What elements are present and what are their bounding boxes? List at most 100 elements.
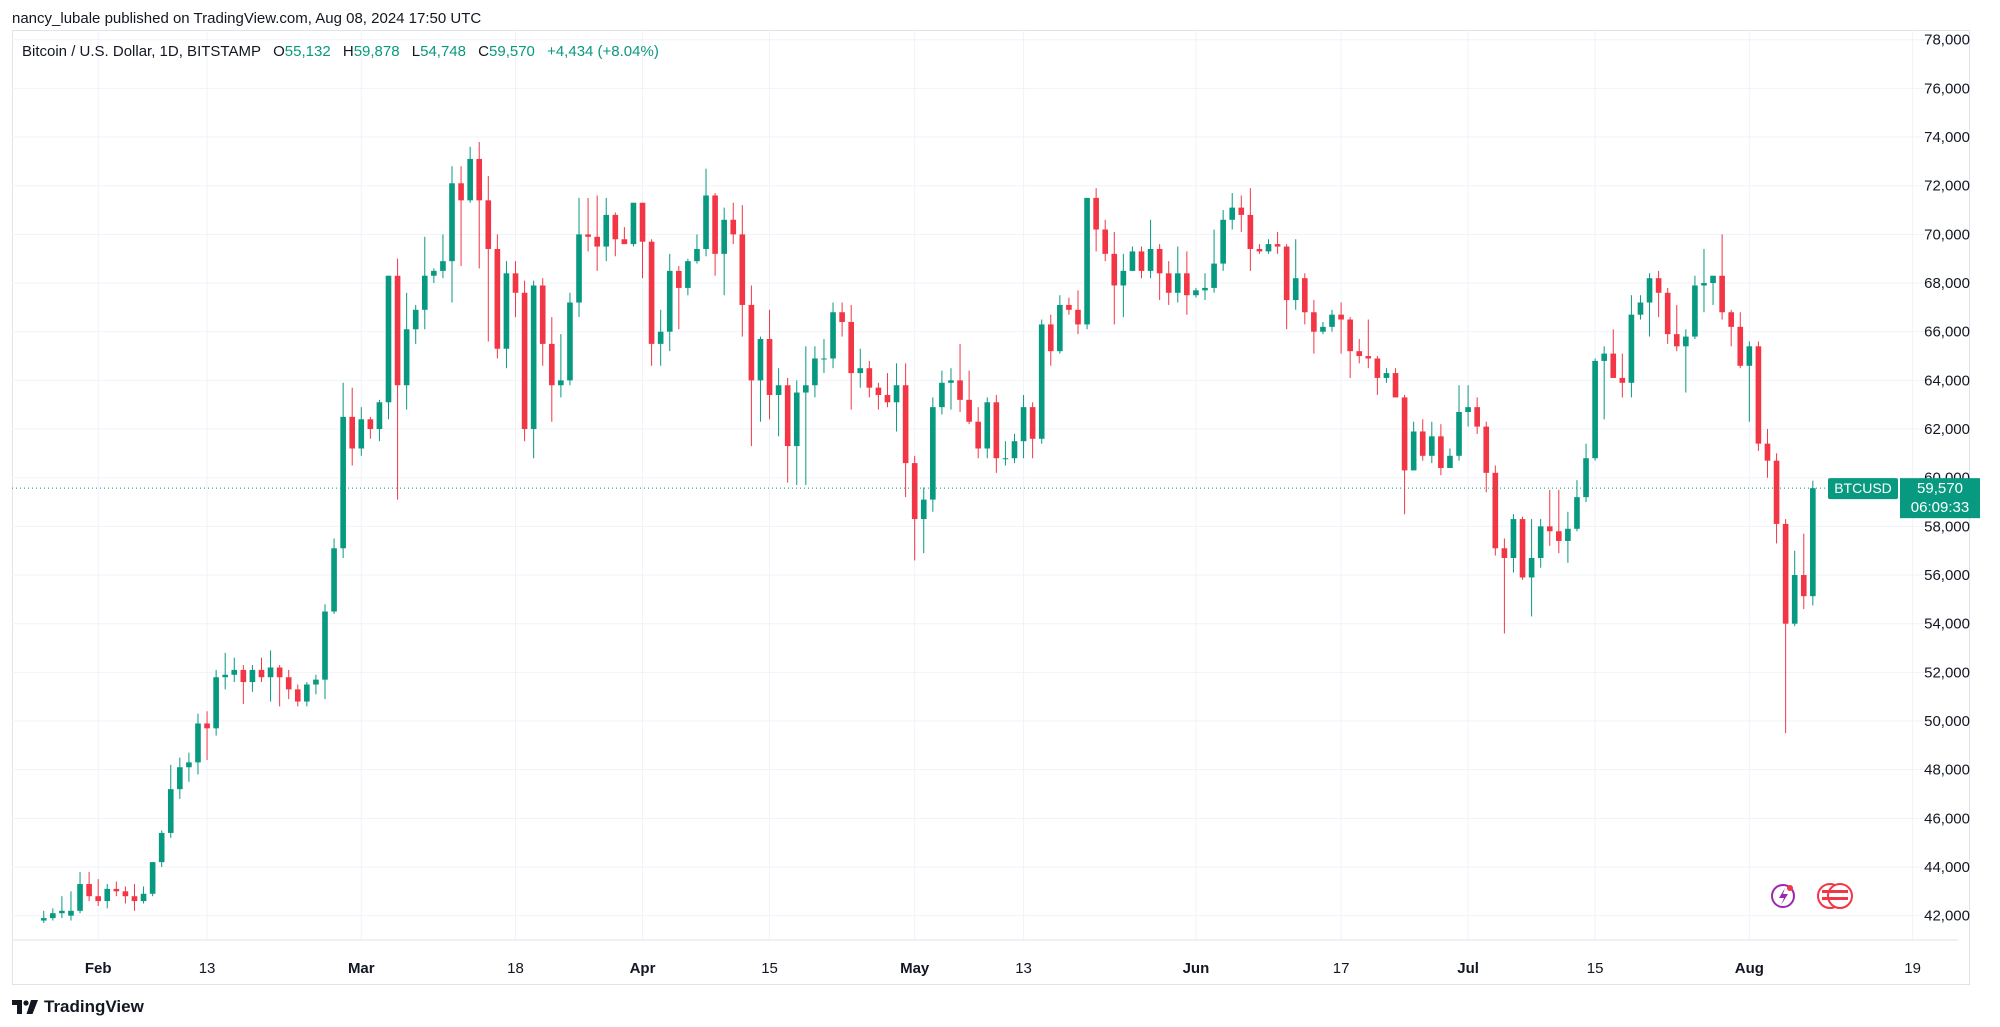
candle-body bbox=[68, 910, 74, 916]
date-tick-label: Jul bbox=[1457, 960, 1479, 977]
candle-body bbox=[485, 200, 492, 249]
candle-body bbox=[1710, 275, 1716, 284]
candle-body bbox=[576, 234, 582, 303]
candle-body bbox=[585, 234, 591, 237]
candle-body bbox=[1782, 523, 1789, 624]
candle-body bbox=[1038, 324, 1045, 439]
candle-body bbox=[204, 723, 210, 729]
candle-body bbox=[1800, 575, 1807, 597]
price-tick-label: 52,000 bbox=[1924, 664, 1970, 681]
candle-body bbox=[930, 407, 936, 500]
candle-body bbox=[1111, 253, 1118, 286]
candle-body bbox=[594, 236, 600, 247]
tradingview-brand[interactable]: TradingView bbox=[12, 997, 144, 1017]
price-tick-label: 64,000 bbox=[1924, 372, 1970, 389]
candle-body bbox=[1655, 278, 1662, 293]
candle-body bbox=[1592, 360, 1598, 459]
date-tick-label: 19 bbox=[1904, 960, 1921, 977]
candle-body bbox=[975, 421, 982, 449]
candle-body bbox=[530, 285, 537, 430]
price-tick-label: 46,000 bbox=[1924, 810, 1970, 827]
candle-body bbox=[948, 380, 954, 383]
candle-body bbox=[1057, 304, 1063, 352]
price-tick-label: 78,000 bbox=[1924, 32, 1970, 49]
candle-body bbox=[1483, 426, 1490, 473]
candle-body bbox=[440, 261, 446, 271]
candle-body bbox=[1755, 346, 1762, 444]
candle-body bbox=[1619, 377, 1626, 383]
candle-body bbox=[167, 789, 174, 833]
candle-body bbox=[294, 689, 301, 702]
low-label: L bbox=[411, 43, 421, 60]
lightning-bolt-icon bbox=[1779, 888, 1788, 905]
candle-body bbox=[1565, 528, 1571, 541]
date-tick-label: 15 bbox=[761, 960, 778, 977]
candle-body bbox=[548, 343, 555, 386]
candle-body bbox=[512, 273, 519, 293]
candle-body bbox=[830, 312, 836, 359]
candle-body bbox=[612, 214, 619, 240]
candle-body bbox=[1020, 407, 1027, 442]
candle-body bbox=[775, 385, 782, 395]
date-tick-label: Mar bbox=[348, 960, 375, 977]
candle-body bbox=[1719, 275, 1725, 313]
candle-body bbox=[59, 910, 65, 914]
countdown-label: 06:09:33 bbox=[1911, 499, 1969, 516]
ticker-label: BTCUSD bbox=[1834, 480, 1892, 496]
candle-body bbox=[1193, 290, 1199, 296]
candle-body bbox=[458, 183, 464, 201]
flag-stripe bbox=[1822, 897, 1848, 900]
candle-body bbox=[1465, 407, 1471, 413]
candle-body bbox=[803, 385, 809, 393]
candle-body bbox=[1229, 207, 1236, 220]
notification-dot-icon bbox=[1787, 885, 1793, 891]
price-tick-label: 68,000 bbox=[1924, 275, 1970, 292]
candle-body bbox=[1810, 488, 1816, 597]
candle-body bbox=[1637, 302, 1644, 315]
candle-body bbox=[1102, 229, 1109, 254]
candle-body bbox=[911, 463, 918, 520]
candle-body bbox=[1610, 353, 1617, 378]
candle-body bbox=[1374, 358, 1381, 378]
candle-body bbox=[757, 339, 764, 381]
candle-body bbox=[630, 202, 637, 245]
price-label-box bbox=[1900, 478, 1980, 519]
candle-body bbox=[1546, 526, 1553, 532]
candle-body bbox=[1011, 441, 1018, 459]
candle-body bbox=[766, 339, 773, 395]
candle-body bbox=[1410, 431, 1417, 471]
candle-body bbox=[421, 275, 428, 310]
price-tick-label: 42,000 bbox=[1924, 908, 1970, 925]
open-label: O bbox=[273, 43, 285, 60]
ohlc-legend: Bitcoin / U.S. Dollar, 1D, BITSTAMP O55,… bbox=[22, 43, 659, 60]
candle-body bbox=[812, 358, 818, 386]
candle-body bbox=[431, 270, 437, 276]
candle-body bbox=[521, 292, 528, 430]
candle-body bbox=[340, 416, 346, 549]
candle-body bbox=[140, 893, 147, 902]
candle-body bbox=[1537, 526, 1544, 558]
price-tick-label: 70,000 bbox=[1924, 226, 1970, 243]
candle-body bbox=[222, 674, 229, 678]
candle-body bbox=[920, 499, 927, 520]
candle-body bbox=[304, 684, 310, 702]
candle-body bbox=[276, 667, 283, 678]
candle-body bbox=[603, 214, 610, 247]
candle-body bbox=[1401, 397, 1408, 471]
publisher-line: nancy_lubale published on TradingView.co… bbox=[12, 10, 482, 27]
candle-body bbox=[1365, 356, 1372, 359]
candle-body bbox=[1447, 455, 1453, 468]
date-tick-label: Aug bbox=[1735, 960, 1764, 977]
candle-body bbox=[1701, 283, 1707, 286]
candle-body bbox=[1773, 460, 1780, 524]
candle-body bbox=[1138, 251, 1145, 271]
candle-body bbox=[131, 896, 138, 902]
candle-body bbox=[213, 677, 219, 729]
candle-body bbox=[1075, 309, 1081, 325]
candle-body bbox=[40, 918, 47, 921]
time-axis: Feb 13 Mar 18 Apr 15 May 13 Jun 17 Jul 15 Aug 19 bbox=[85, 960, 1921, 977]
candle-body bbox=[1184, 273, 1190, 296]
candle-body bbox=[639, 202, 646, 242]
candle-body bbox=[1492, 472, 1499, 549]
